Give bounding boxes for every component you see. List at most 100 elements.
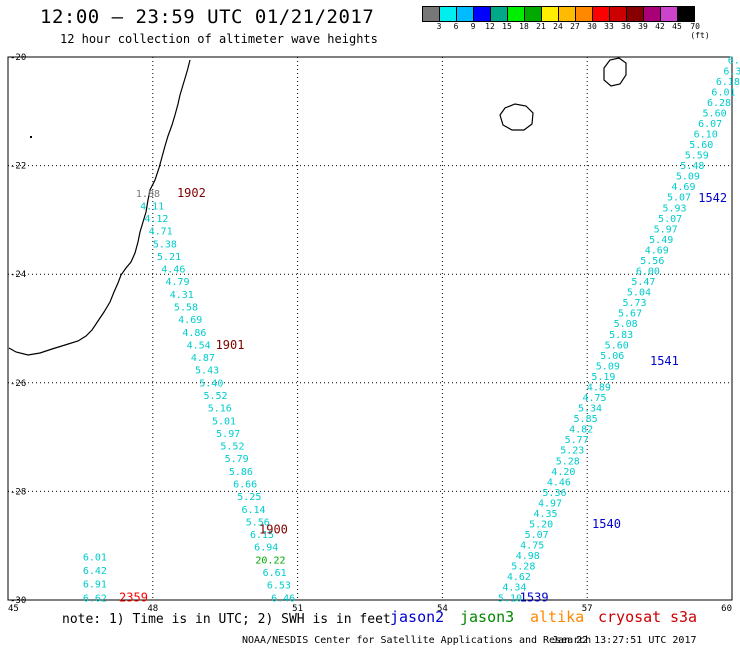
swh-value: 1.88 — [136, 189, 160, 200]
swh-value: 4.75 — [582, 393, 606, 404]
swh-value: 4.35 — [534, 509, 558, 520]
pass-time-label: 1540 — [592, 517, 621, 531]
swh-value: 20.22 — [255, 555, 285, 566]
scale-label: 9 — [470, 22, 476, 31]
pass-time-label: 1900 — [259, 522, 288, 536]
satellite-s3a: s3a — [670, 608, 698, 626]
scale-label: 30 — [587, 22, 597, 31]
swh-value: 5.23 — [560, 446, 584, 457]
swh-value: 4.87 — [191, 353, 215, 364]
scale-swatch — [677, 6, 695, 22]
lon-tick-label: 54 — [437, 604, 448, 614]
swh-value: 4.71 — [149, 227, 173, 238]
swh-value: 6.3 — [723, 66, 740, 77]
swh-value: 6.4 — [728, 56, 740, 67]
credit-text: NOAA/NESDIS Center for Satellite Applica… — [242, 635, 592, 646]
lon-tick-label: 57 — [582, 604, 593, 614]
swh-value: 5.16 — [208, 404, 232, 415]
swh-value: 5.40 — [199, 378, 223, 389]
timestamp: Jan 22 13:27:51 UTC 2017 — [552, 635, 697, 646]
swh-value: 5.97 — [654, 224, 678, 235]
madagascar-coastline — [8, 59, 191, 356]
swh-value: 6.07 — [698, 119, 722, 130]
swh-value: 5.97 — [216, 429, 240, 440]
swh-value: 5.56 — [640, 256, 664, 267]
swh-value: 5.36 — [542, 488, 566, 499]
swh-value: 6.18 — [716, 77, 740, 88]
lon-tick-label: 45 — [8, 604, 19, 614]
swh-value: 4.31 — [170, 290, 194, 301]
scale-label: 45 — [672, 22, 682, 31]
scale-label: 24 — [553, 22, 563, 31]
swh-value: 6.00 — [636, 267, 660, 278]
swh-value: 5.08 — [614, 319, 638, 330]
swh-value: 5.60 — [703, 108, 727, 119]
scale-label: 3 — [436, 22, 442, 31]
swh-value: 5.09 — [596, 361, 620, 372]
legend-note: note: 1) Time is in UTC; 2) SWH is in fe… — [62, 612, 391, 627]
mauritius-island — [603, 57, 627, 87]
track-sw: 6.01 6.42 6.91 6.62 — [83, 553, 107, 605]
lon-tick-label: 51 — [292, 604, 303, 614]
swh-value: 5.86 — [229, 467, 253, 478]
pass-time-labels: 1902 1901 1900 2359 1542 1541 1540 1539 — [119, 186, 727, 605]
swh-value: 5.67 — [618, 309, 642, 320]
swh-value: 4.11 — [140, 201, 164, 212]
graticule — [8, 57, 732, 600]
reunion-island — [499, 103, 534, 131]
swh-value: 4.54 — [187, 340, 211, 351]
swh-value: 4.79 — [165, 277, 189, 288]
swh-value: 6.91 — [83, 580, 107, 591]
swh-value: 5.07 — [667, 193, 691, 204]
swh-value: 4.98 — [516, 551, 540, 562]
scale-label: 36 — [621, 22, 631, 31]
swh-value: 5.73 — [622, 298, 646, 309]
map-title: 12:00 – 23:59 UTC 01/21/2017 — [40, 6, 375, 28]
swh-value: 5.01 — [212, 416, 236, 427]
swh-value: 5.10 — [498, 593, 522, 604]
swh-value: 6.14 — [242, 505, 266, 516]
swh-value: 4.20 — [551, 467, 575, 478]
scale-label: 33 — [604, 22, 614, 31]
swh-value: 5.47 — [631, 277, 655, 288]
swh-value: 5.06 — [600, 351, 624, 362]
swh-value: 5.21 — [157, 252, 181, 263]
swh-value: 5.07 — [525, 530, 549, 541]
axis-tick-labels: 45 48 51 54 57 60 -20 -22 -24 -26 -28 -30 — [8, 53, 732, 614]
pass-time-label: 1542 — [698, 191, 727, 205]
pass-time-label: 1901 — [216, 338, 245, 352]
swh-value: 5.83 — [609, 330, 633, 341]
swh-value: 6.53 — [267, 581, 291, 592]
swh-value: 5.79 — [225, 454, 249, 465]
scale-label: 6 — [453, 22, 459, 31]
swh-value: 5.38 — [153, 239, 177, 250]
swh-value: 4.75 — [520, 541, 544, 552]
swh-value: 5.04 — [627, 288, 651, 299]
scale-label: 12 — [485, 22, 495, 31]
swh-value: 4.12 — [144, 214, 168, 225]
lat-tick-label: -22 — [10, 162, 26, 172]
swh-value: 6.42 — [83, 566, 107, 577]
swh-value: 4.69 — [671, 182, 695, 193]
satellite-altika: altika — [530, 608, 585, 626]
swh-value: 5.59 — [685, 151, 709, 162]
altimeter-tracks: 1.884.114.124.715.385.214.464.794.315.58… — [83, 56, 740, 605]
swh-value: 5.49 — [649, 235, 673, 246]
swh-value: 6.62 — [83, 593, 107, 604]
swh-value: 5.28 — [511, 562, 535, 573]
swh-value: 5.58 — [174, 303, 198, 314]
swh-value: 5.60 — [689, 140, 713, 151]
map-subtitle: 12 hour collection of altimeter wave hei… — [60, 32, 378, 46]
lat-tick-label: -28 — [10, 487, 26, 497]
scale-label: 21 — [536, 22, 546, 31]
swh-value: 5.20 — [529, 520, 553, 531]
swh-value: 6.66 — [233, 480, 257, 491]
swh-value: 5.56 — [246, 517, 270, 528]
small-islet — [30, 136, 32, 138]
scale-label: 42 — [655, 22, 665, 31]
swh-value: 5.19 — [591, 372, 615, 383]
pass-time-label: 2359 — [119, 590, 148, 604]
lon-tick-label: 48 — [147, 604, 158, 614]
swh-value: 6.15 — [250, 530, 274, 541]
swh-value: 5.28 — [556, 456, 580, 467]
